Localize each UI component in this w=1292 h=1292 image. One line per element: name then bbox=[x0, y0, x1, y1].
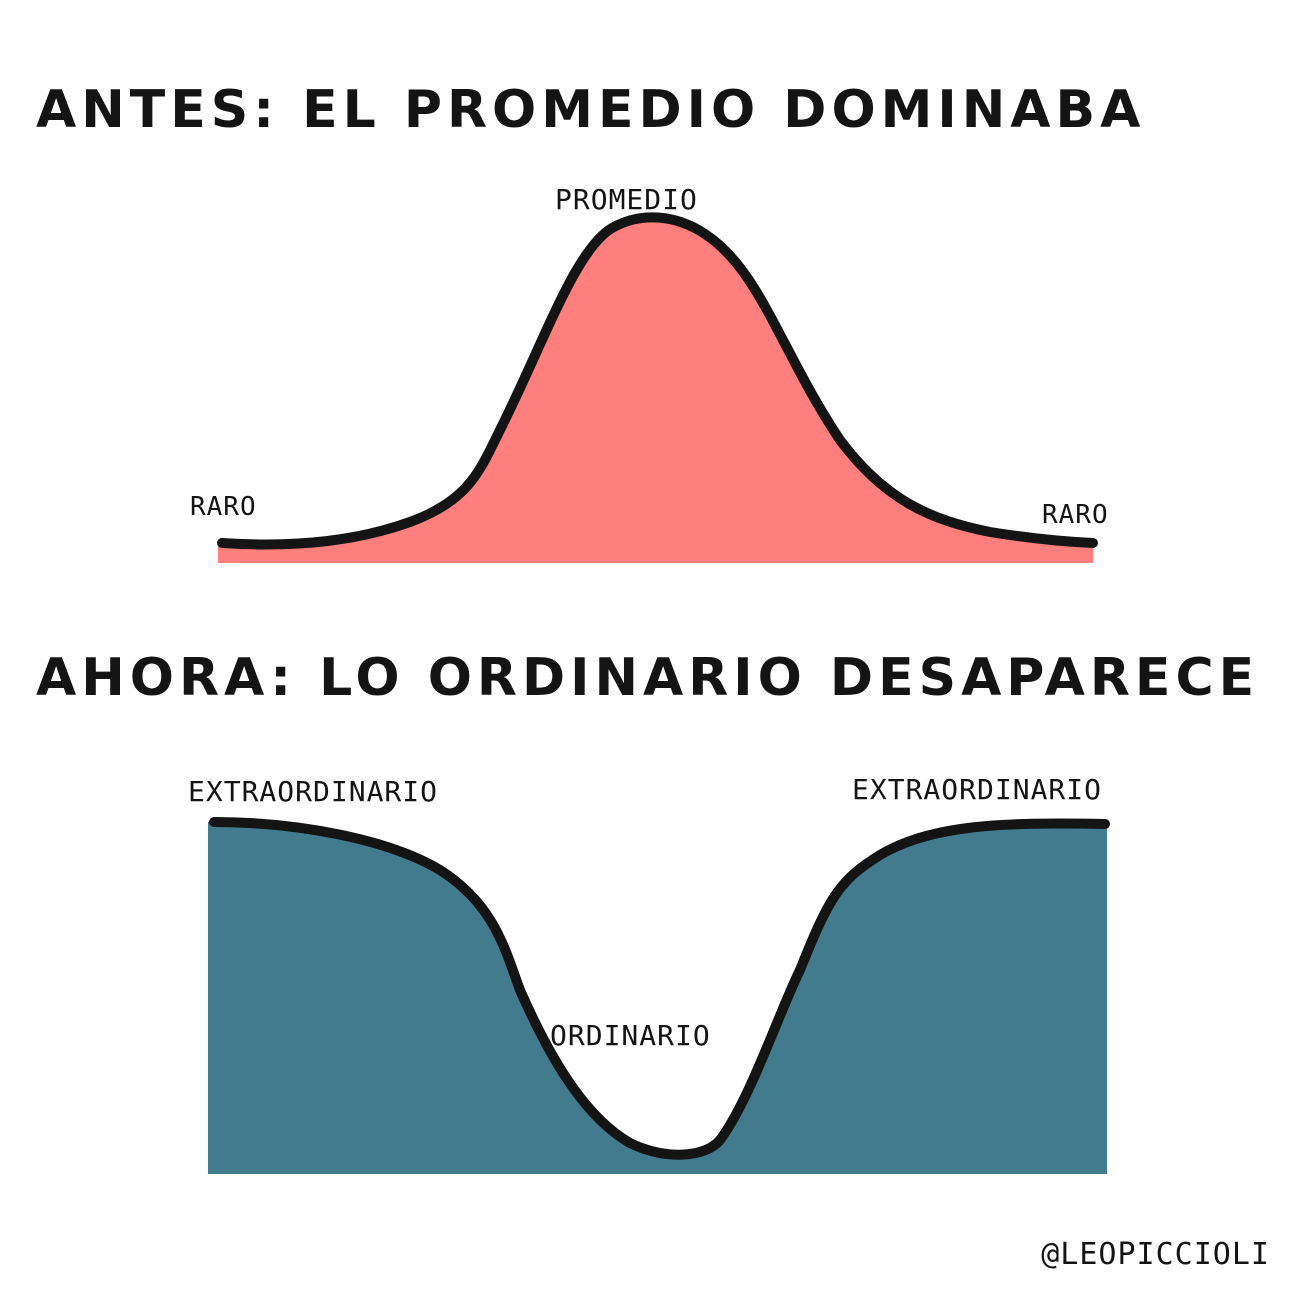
bell-curve-line bbox=[217, 212, 1098, 550]
label-extraordinario-left: EXTRAORDINARIO bbox=[188, 775, 439, 808]
label-promedio: PROMEDIO bbox=[555, 183, 698, 216]
bottom-heading: AHORA: LO ORDINARIO DESAPARECE bbox=[36, 648, 1260, 708]
artist-signature: @LEOPICCIOLI bbox=[1041, 1237, 1270, 1272]
bell-curve-fill bbox=[218, 217, 1093, 564]
label-raro-right: RARO bbox=[1042, 500, 1109, 530]
valley-curve-fill bbox=[208, 822, 1107, 1174]
label-extraordinario-right: EXTRAORDINARIO bbox=[852, 773, 1103, 806]
valley-curve-line bbox=[209, 817, 1110, 1160]
label-ordinario: ORDINARIO bbox=[550, 1019, 711, 1052]
top-heading: ANTES: EL PROMEDIO DOMINABA bbox=[36, 80, 1146, 140]
label-raro-left: RARO bbox=[190, 492, 257, 522]
